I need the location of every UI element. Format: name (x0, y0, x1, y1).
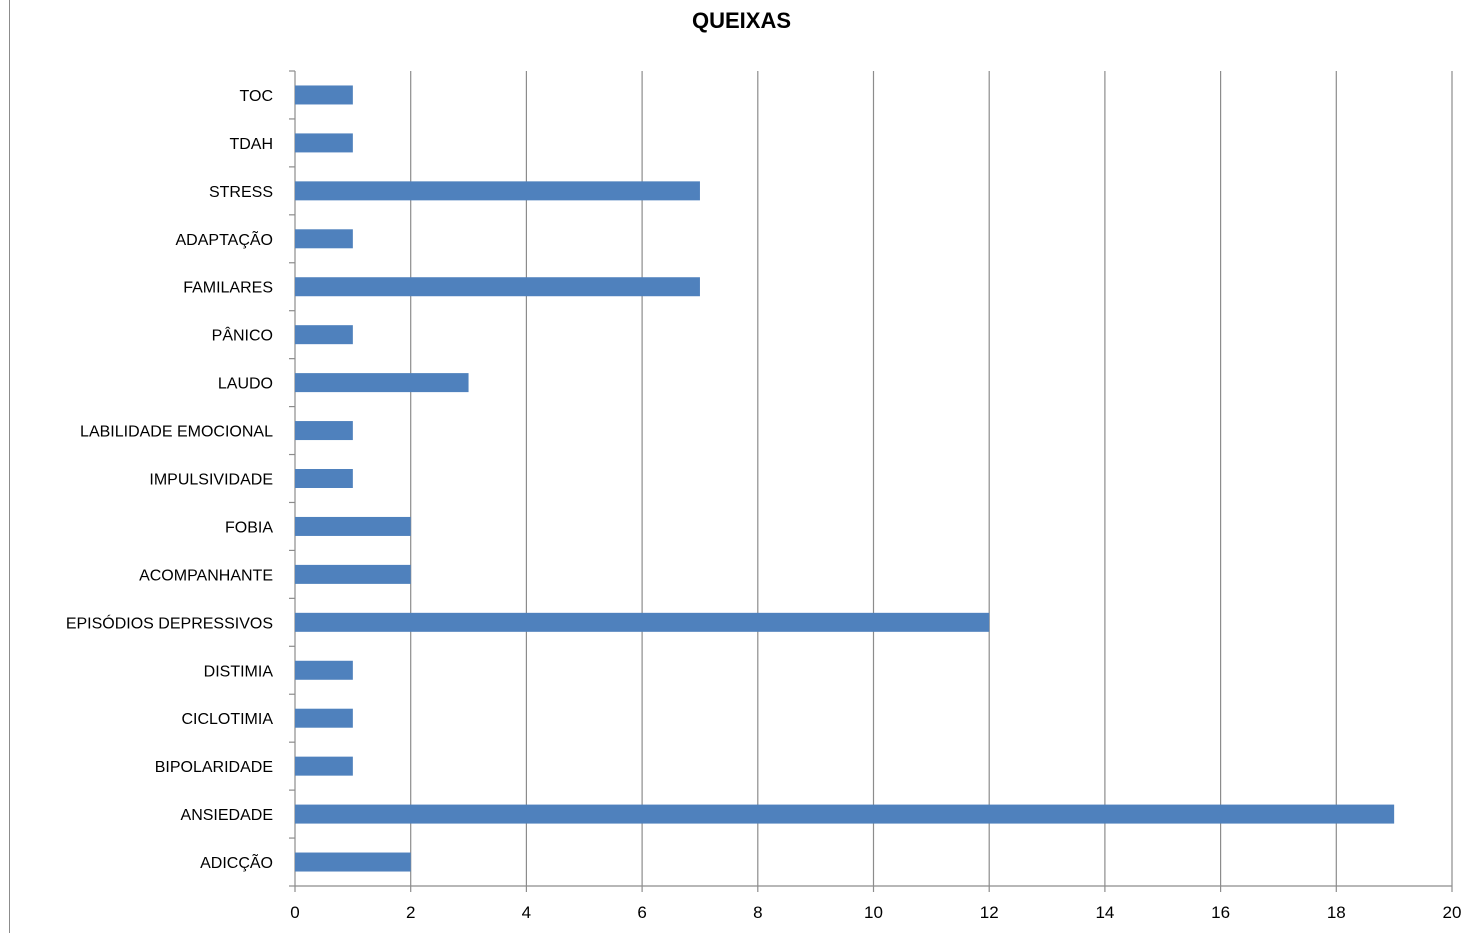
category-label: FAMILARES (183, 280, 273, 297)
chart-title: QUEIXAS (691, 8, 792, 33)
bar (295, 708, 353, 728)
bar (295, 564, 411, 584)
bar (295, 756, 353, 776)
bar (295, 181, 700, 201)
category-label: ADAPTAÇÃO (176, 229, 274, 249)
x-tick-label: 4 (522, 903, 531, 922)
x-tick-label: 8 (753, 903, 762, 922)
category-label: IMPULSIVIDADE (149, 472, 273, 489)
bar (295, 469, 353, 488)
x-tick-label: 14 (1095, 903, 1114, 922)
bar (295, 325, 353, 345)
bar (295, 852, 411, 872)
category-label: FOBIA (225, 519, 273, 536)
bar (295, 421, 353, 441)
bar (295, 804, 1395, 824)
bar (295, 229, 353, 249)
category-label: TOC (240, 88, 273, 105)
category-label: ANSIEDADE (181, 807, 273, 824)
category-label: BIPOLARIDADE (155, 759, 273, 776)
bar (295, 516, 411, 536)
x-tick-label: 16 (1211, 903, 1230, 922)
x-tick-label: 6 (637, 903, 646, 922)
bar (295, 85, 353, 105)
category-label: STRESS (209, 184, 273, 201)
chart-frame-border (9, 0, 10, 933)
category-label: ADICÇÃO (200, 852, 273, 872)
bar (295, 133, 353, 153)
category-label: PÂNICO (212, 326, 273, 345)
category-label: ACOMPANHANTE (139, 567, 273, 584)
category-label: LAUDO (218, 376, 273, 393)
x-tick-label: 20 (1443, 903, 1462, 922)
category-label: EPISÓDIOS DEPRESSIVOS (66, 613, 273, 632)
x-tick-label: 10 (864, 903, 883, 922)
x-tick-label: 18 (1327, 903, 1346, 922)
x-tick-label: 2 (406, 903, 415, 922)
x-tick-label: 0 (290, 903, 299, 922)
bar (295, 277, 700, 297)
x-tick-label: 12 (980, 903, 999, 922)
category-label: CICLOTIMIA (181, 711, 273, 728)
bar (295, 373, 469, 393)
category-label: DISTIMIA (204, 663, 274, 680)
bar (295, 660, 353, 680)
category-label: LABILIDADE EMOCIONAL (80, 424, 273, 441)
bar (295, 612, 990, 632)
category-label: TDAH (229, 136, 273, 153)
